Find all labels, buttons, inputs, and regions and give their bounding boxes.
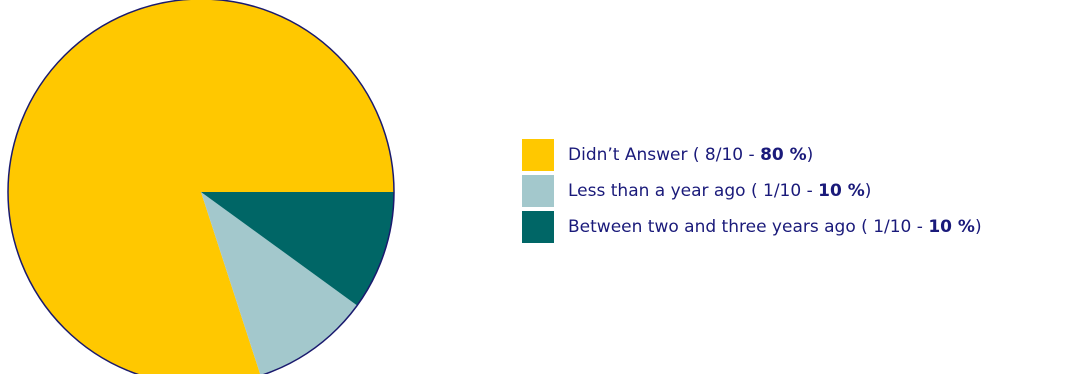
- chart-legend: Didn’t Answer ( 8/10 - 80 %) Less than a…: [522, 139, 982, 247]
- legend-swatch: [522, 139, 554, 171]
- legend-label: Didn’t Answer ( 8/10 - 80 %): [568, 145, 814, 165]
- pie-chart: [0, 0, 400, 378]
- legend-swatch: [522, 211, 554, 243]
- pie-slice-0: [8, 0, 394, 378]
- legend-percent: 10 %: [928, 217, 975, 237]
- pie-outline: [7, 0, 395, 378]
- legend-percent: 10 %: [818, 181, 865, 201]
- pie-chart-svg: [7, 0, 395, 378]
- pie-slice-1: [201, 192, 358, 376]
- legend-label: Between two and three years ago ( 1/10 -…: [568, 217, 982, 237]
- legend-item-didnt-answer: Didn’t Answer ( 8/10 - 80 %): [522, 139, 982, 171]
- legend-percent: 80 %: [760, 145, 807, 165]
- legend-swatch: [522, 175, 554, 207]
- legend-label: Less than a year ago ( 1/10 - 10 %): [568, 181, 872, 201]
- legend-item-less-than-a-year: Less than a year ago ( 1/10 - 10 %): [522, 175, 982, 207]
- pie-slice-2: [201, 192, 394, 306]
- legend-item-two-three-years: Between two and three years ago ( 1/10 -…: [522, 211, 982, 243]
